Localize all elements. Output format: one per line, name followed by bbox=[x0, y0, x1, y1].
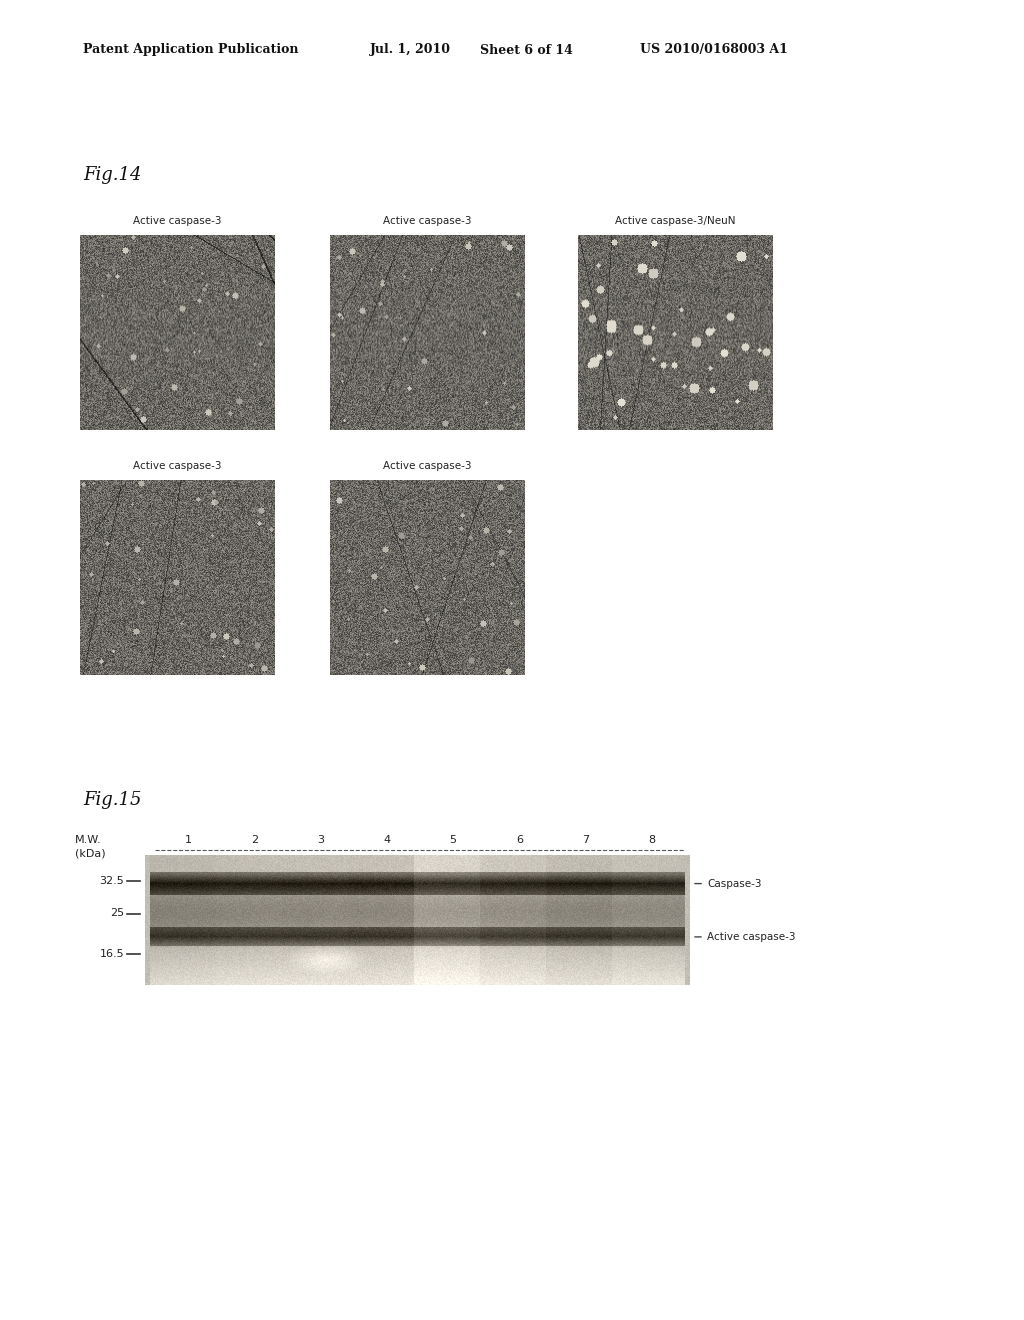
Text: R6/2: R6/2 bbox=[336, 244, 355, 253]
Text: 32.5: 32.5 bbox=[99, 876, 124, 886]
Text: 4: 4 bbox=[383, 836, 390, 845]
Text: Active caspase-3: Active caspase-3 bbox=[707, 932, 796, 942]
Text: 16.5: 16.5 bbox=[99, 949, 124, 958]
Text: 25: 25 bbox=[110, 908, 124, 919]
Text: 1: 1 bbox=[184, 836, 191, 845]
Text: Fig.14: Fig.14 bbox=[83, 166, 141, 183]
Text: 2: 2 bbox=[251, 836, 258, 845]
Text: (kDa): (kDa) bbox=[75, 849, 105, 859]
Text: Wild-type littermate: Wild-type littermate bbox=[86, 244, 174, 253]
Text: R6/2: R6/2 bbox=[584, 244, 603, 253]
Text: Jul. 1, 2010: Jul. 1, 2010 bbox=[370, 44, 451, 57]
Text: R6/2 (HSV-LacZ): R6/2 (HSV-LacZ) bbox=[86, 490, 156, 499]
Text: Fig.15: Fig.15 bbox=[83, 791, 141, 809]
Text: Patent Application Publication: Patent Application Publication bbox=[83, 44, 299, 57]
Text: Caspase-3: Caspase-3 bbox=[707, 879, 762, 888]
Text: Active caspase-3/NeuN: Active caspase-3/NeuN bbox=[615, 216, 736, 226]
Text: 7: 7 bbox=[582, 836, 589, 845]
Text: Sheet 6 of 14: Sheet 6 of 14 bbox=[480, 44, 572, 57]
Text: Active caspase-3: Active caspase-3 bbox=[133, 461, 222, 471]
Text: US 2010/0168003 A1: US 2010/0168003 A1 bbox=[640, 44, 787, 57]
Text: 6: 6 bbox=[516, 836, 523, 845]
Text: 3: 3 bbox=[317, 836, 325, 845]
Text: R6/2 (HSV-HGF): R6/2 (HSV-HGF) bbox=[336, 490, 403, 499]
Text: 8: 8 bbox=[648, 836, 655, 845]
Text: 5: 5 bbox=[450, 836, 457, 845]
Text: Active caspase-3: Active caspase-3 bbox=[383, 461, 472, 471]
Text: Active caspase-3: Active caspase-3 bbox=[383, 216, 472, 226]
Text: Active caspase-3: Active caspase-3 bbox=[133, 216, 222, 226]
Text: M.W.: M.W. bbox=[75, 836, 101, 845]
